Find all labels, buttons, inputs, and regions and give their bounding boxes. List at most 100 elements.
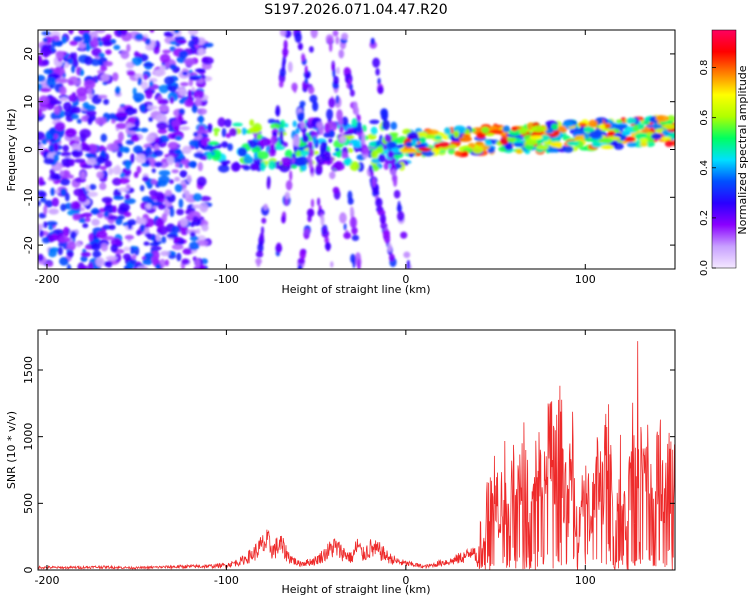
heatmap-cell <box>126 43 131 53</box>
heatmap-cell <box>387 150 395 159</box>
heatmap-cell <box>351 234 360 241</box>
heatmap-cell <box>189 139 202 148</box>
heatmap-cell <box>95 257 105 267</box>
heatmap-cell <box>150 178 157 185</box>
heatmap-cell <box>154 161 163 168</box>
heatmap-cell <box>199 195 212 202</box>
heatmap-cell <box>536 145 550 150</box>
heatmap-cell <box>227 143 234 152</box>
heatmap-cell <box>189 76 201 81</box>
heatmap-cell <box>309 94 318 104</box>
heatmap-cell <box>588 119 598 128</box>
heatmap-cell <box>194 97 202 107</box>
heatmap-cell <box>100 73 110 82</box>
heatmap-cell <box>306 208 315 218</box>
heatmap-cell <box>513 142 524 147</box>
heatmap-cell <box>43 68 54 75</box>
heatmap-cell <box>375 197 383 208</box>
heatmap-cell <box>194 258 201 269</box>
heatmap-cell <box>80 251 91 257</box>
heatmap-cell <box>85 153 94 158</box>
heatmap-cell <box>153 149 164 157</box>
heatmap-cell <box>179 170 188 178</box>
heatmap-cell <box>68 30 74 35</box>
heatmap-cell <box>62 226 70 237</box>
heatmap-cell <box>189 231 196 237</box>
heatmap-cell <box>289 170 293 181</box>
heatmap-cell <box>112 72 119 82</box>
heatmap-cell <box>270 143 276 156</box>
heatmap-cell <box>419 136 427 144</box>
heatmap-cell <box>299 249 306 260</box>
colorbar-tick-label: 0.6 <box>699 110 710 126</box>
heatmap-cell <box>400 231 408 239</box>
heatmap-cell <box>156 121 168 130</box>
heatmap-cell <box>174 149 182 155</box>
heatmap-cell <box>329 129 335 138</box>
heatmap-cell <box>80 171 86 180</box>
heatmap-cell <box>178 198 184 209</box>
heatmap-cell <box>615 119 623 124</box>
heatmap-cell <box>291 157 295 164</box>
heatmap-cell <box>221 141 229 148</box>
heatmap-cell <box>179 126 190 131</box>
spectrogram-x-tick-label: -100 <box>214 273 239 286</box>
heatmap-cell <box>300 121 306 130</box>
heatmap-cell <box>300 149 310 157</box>
heatmap-cell <box>38 253 44 262</box>
heatmap-cell <box>308 85 315 95</box>
heatmap-cell <box>102 40 113 47</box>
heatmap-cell <box>58 78 69 84</box>
heatmap-cell <box>60 178 71 186</box>
heatmap-cell <box>102 224 111 230</box>
heatmap-cell <box>74 158 86 163</box>
heatmap-cell <box>145 159 150 166</box>
heatmap-cell <box>173 30 180 34</box>
heatmap-cell <box>143 62 155 67</box>
heatmap-cell <box>111 119 116 124</box>
snr-y-tick-label: 1500 <box>22 356 35 384</box>
spectrogram-y-tick-label: -20 <box>22 236 35 254</box>
heatmap-cell <box>40 197 47 203</box>
snr-x-tick-label: 100 <box>575 574 596 587</box>
heatmap-cell <box>38 212 47 219</box>
heatmap-cell <box>437 141 450 148</box>
heatmap-cell <box>118 131 124 142</box>
heatmap-cell <box>137 77 143 86</box>
heatmap-cell <box>108 167 113 176</box>
heatmap-cell <box>325 242 331 251</box>
heatmap-cell <box>151 168 156 174</box>
colorbar-label: Normalized spectral amplitude <box>736 65 749 234</box>
heatmap-cell <box>370 150 379 159</box>
heatmap-cell <box>125 139 135 145</box>
heatmap-cell <box>79 128 91 139</box>
heatmap-cell <box>356 121 362 133</box>
heatmap-cell <box>176 252 182 262</box>
heatmap-cell <box>193 152 205 159</box>
heatmap-cell <box>563 146 574 153</box>
heatmap-cell <box>377 77 381 85</box>
heatmap-cell <box>125 160 131 171</box>
heatmap-cell <box>142 176 150 182</box>
heatmap-cell <box>207 141 219 146</box>
heatmap-cell <box>304 228 310 235</box>
heatmap-cell <box>201 224 209 232</box>
heatmap-cell <box>96 171 104 179</box>
heatmap-cell <box>222 161 228 167</box>
heatmap-cell <box>194 68 206 73</box>
heatmap-cell <box>260 161 266 172</box>
heatmap-cell <box>60 203 67 212</box>
heatmap-cell <box>178 113 183 123</box>
heatmap-cell <box>297 42 303 51</box>
heatmap-cell <box>328 97 336 109</box>
heatmap-cell <box>87 110 97 117</box>
heatmap-cell <box>96 230 108 239</box>
heatmap-cell <box>38 74 46 83</box>
heatmap-cell <box>54 40 63 47</box>
heatmap-cell <box>196 176 207 187</box>
heatmap-cell <box>107 215 119 221</box>
heatmap-cell <box>291 164 298 169</box>
heatmap-cell <box>579 122 587 127</box>
heatmap-cell <box>199 202 209 213</box>
heatmap-cell <box>551 123 559 130</box>
